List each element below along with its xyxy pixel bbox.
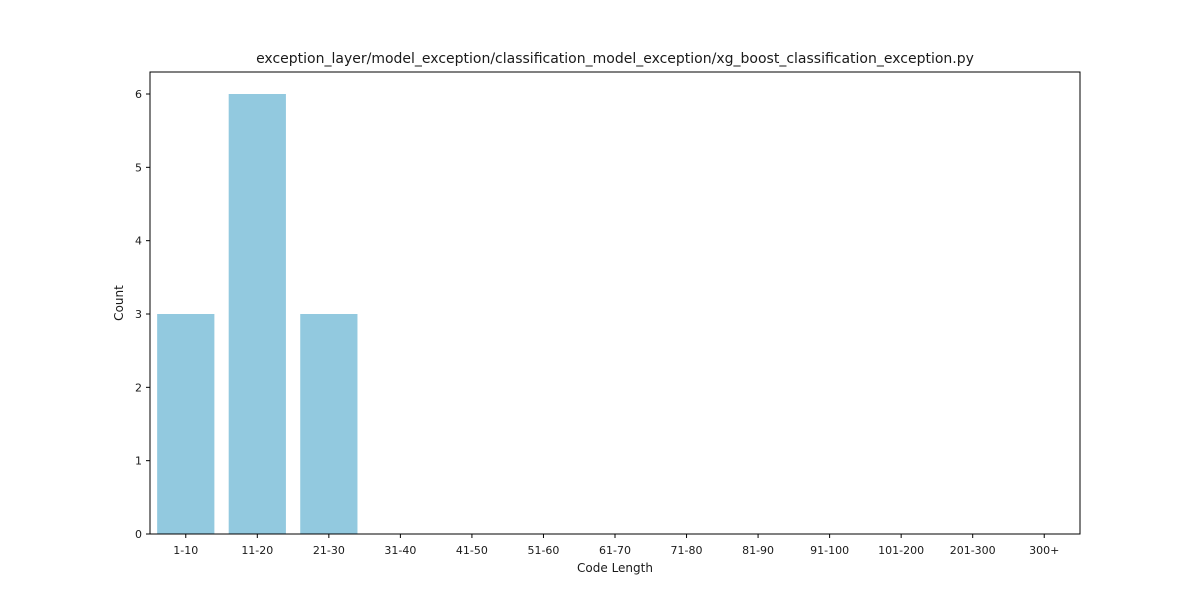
x-tick-label: 101-200 (878, 544, 924, 557)
y-tick-label: 2 (135, 381, 142, 394)
x-tick-label: 91-100 (810, 544, 849, 557)
x-tick-label: 201-300 (950, 544, 996, 557)
y-tick-label: 1 (135, 455, 142, 468)
plot-frame (149, 71, 1081, 535)
x-tick-label: 61-70 (599, 544, 631, 557)
y-axis-label: Count (112, 285, 126, 321)
y-tick-label: 6 (135, 88, 142, 101)
x-tick-label: 71-80 (671, 544, 703, 557)
y-tick-label: 4 (135, 235, 142, 248)
x-tick-label: 31-40 (384, 544, 416, 557)
y-tick-label: 0 (135, 528, 142, 541)
x-tick-label: 11-20 (241, 544, 273, 557)
x-tick-label: 81-90 (742, 544, 774, 557)
x-axis-label: Code Length (577, 561, 653, 575)
x-tick-label: 300+ (1029, 544, 1059, 557)
x-tick-label: 51-60 (527, 544, 559, 557)
bar-11-20 (228, 94, 286, 534)
bar-1-10 (157, 314, 215, 534)
y-tick-label: 3 (135, 308, 142, 321)
x-tick-label: 1-10 (173, 544, 198, 557)
y-tick-label: 5 (135, 161, 142, 174)
bar-21-30 (300, 314, 358, 534)
chart-title: exception_layer/model_exception/classifi… (256, 51, 974, 67)
bars-group (157, 94, 358, 534)
x-tick-label: 41-50 (456, 544, 488, 557)
x-tick-label: 21-30 (313, 544, 345, 557)
y-axis: 0 1 2 3 4 5 6 (135, 88, 150, 541)
x-axis: 1-10 11-20 21-30 31-40 41-50 51-60 61-70 71-80 8… (173, 534, 1059, 557)
